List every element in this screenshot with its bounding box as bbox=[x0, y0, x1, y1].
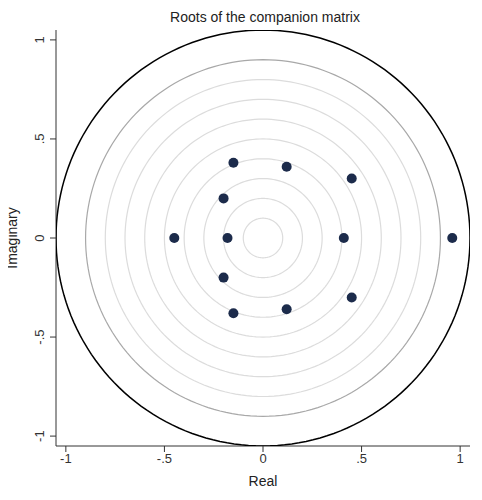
svg-text:Imaginary: Imaginary bbox=[8, 207, 20, 268]
svg-text:0: 0 bbox=[259, 451, 266, 466]
svg-text:.5: .5 bbox=[356, 451, 367, 466]
svg-text:-1: -1 bbox=[32, 430, 47, 442]
svg-text:Real: Real bbox=[249, 473, 278, 488]
html-text:Roots of the companion matrix: Roots of the companion matrix bbox=[170, 9, 360, 25]
svg-text:1: 1 bbox=[32, 36, 47, 43]
svg-text:-1: -1 bbox=[60, 451, 72, 466]
svg-text:.5: .5 bbox=[32, 134, 47, 145]
svg-text:0: 0 bbox=[32, 234, 47, 241]
svg-text:-.5: -.5 bbox=[32, 329, 47, 344]
svg-text:-.5: -.5 bbox=[157, 451, 172, 466]
svg-text:1: 1 bbox=[457, 451, 464, 466]
